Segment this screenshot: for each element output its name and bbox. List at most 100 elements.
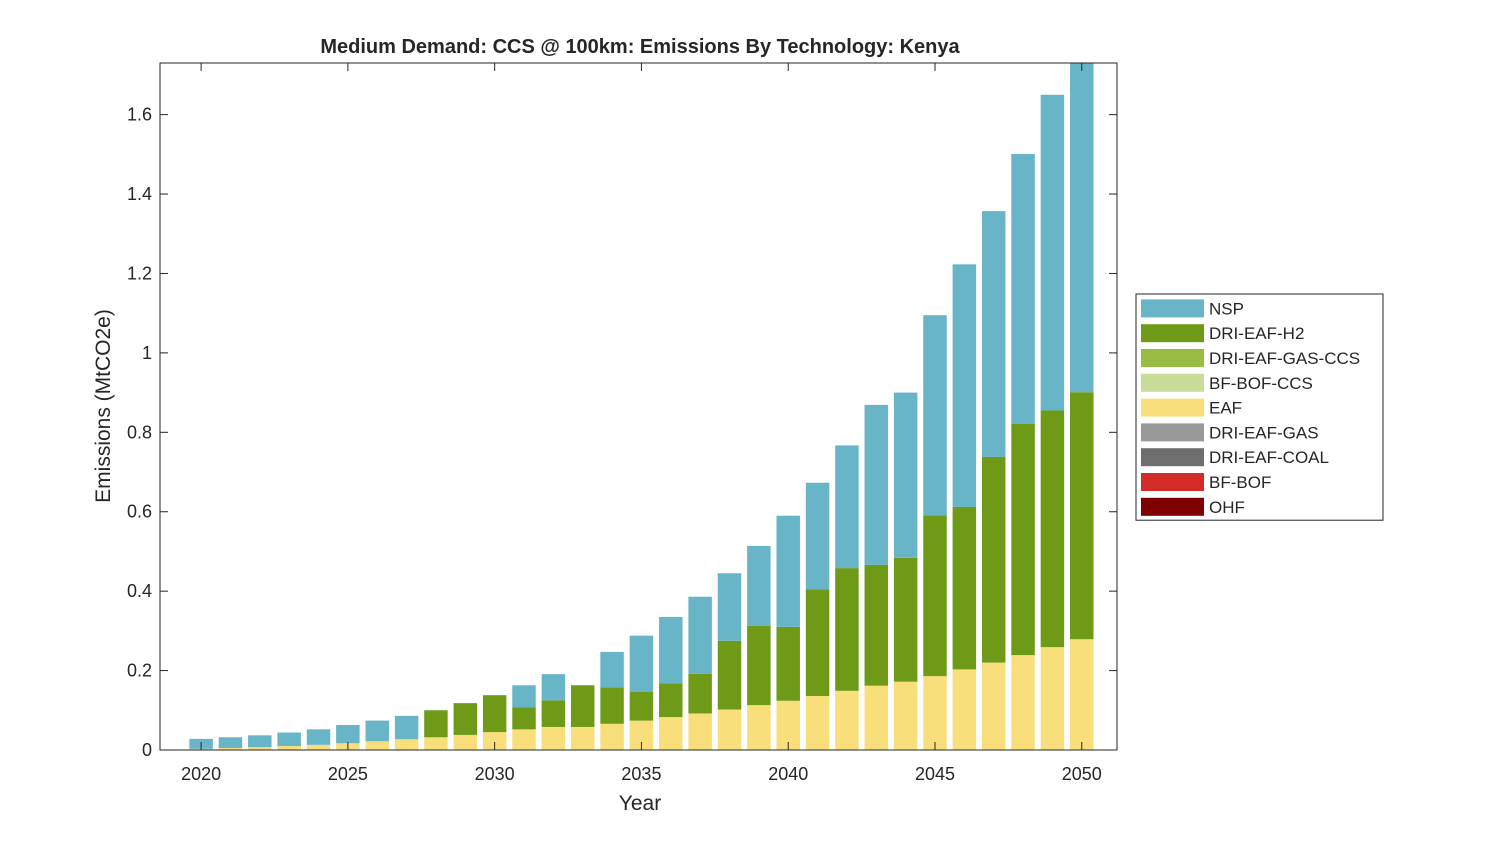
y-tick-label: 0.2	[127, 661, 152, 681]
ticks-layer: 2020 2025 2030 2035 2040 2045 2050 0 0.2 0.4 0.6 0.…	[127, 63, 1117, 784]
bar-eaf-2037	[688, 713, 712, 750]
bar-dri-eaf-h2-2048	[1011, 423, 1035, 656]
y-tick-label: 0.4	[127, 581, 152, 601]
legend-label-nsp: NSP	[1209, 299, 1244, 318]
legend-label-dri-eaf-h2: DRI-EAF-H2	[1209, 324, 1304, 343]
bar-nsp-2038	[717, 573, 742, 641]
bar-eaf-2041	[805, 695, 830, 750]
bar-eaf-2034	[600, 723, 624, 750]
bar-dri-eaf-h2-2043	[864, 564, 889, 686]
bar-dri-eaf-h2-2041	[805, 589, 830, 696]
legend-label-bf-bof-ccs: BF-BOF-CCS	[1209, 374, 1313, 393]
legend: NSP DRI-EAF-H2 DRI-EAF-GAS-CCS BF-BOF-CCS EA…	[1135, 293, 1384, 521]
legend-label-ohf: OHF	[1209, 498, 1245, 517]
bar-eaf-2031	[512, 729, 536, 750]
bar-eaf-2026	[365, 741, 389, 750]
bar-nsp-2045	[923, 315, 947, 516]
bar-dri-eaf-h2-2028	[424, 710, 448, 738]
legend-label-dri-eaf-coal: DRI-EAF-COAL	[1209, 448, 1329, 467]
x-tick-label: 2020	[181, 764, 221, 784]
bar-eaf-2030	[482, 732, 507, 750]
bar-nsp-2050	[1070, 63, 1094, 393]
bar-eaf-2038	[717, 709, 742, 750]
bar-nsp-2032	[541, 674, 566, 701]
bar-nsp-2024	[306, 729, 331, 745]
plot-frame	[159, 62, 1118, 751]
legend-label-bf-bof: BF-BOF	[1209, 473, 1271, 492]
legend-swatch-nsp	[1141, 299, 1204, 318]
bar-dri-eaf-h2-2033	[570, 685, 595, 727]
bar-nsp-2048	[1011, 153, 1035, 424]
legend-swatch-dri-eaf-gas	[1141, 423, 1204, 442]
legend-swatch-dri-eaf-gas-ccs	[1141, 349, 1204, 367]
bar-dri-eaf-h2-2031	[512, 707, 536, 730]
bar-dri-eaf-h2-2035	[629, 692, 654, 721]
bar-nsp-2043	[864, 404, 889, 565]
y-tick-label: 0	[142, 740, 152, 760]
legend-swatch-dri-eaf-h2	[1141, 324, 1204, 343]
y-tick-label: 1	[142, 343, 152, 363]
bar-nsp-2037	[688, 596, 712, 674]
bar-nsp-2023	[277, 732, 301, 747]
bar-eaf-2039	[747, 705, 771, 750]
bar-nsp-2042	[835, 445, 859, 569]
bar-eaf-2028	[424, 737, 448, 750]
x-tick-label: 2035	[621, 764, 661, 784]
legend-swatch-bf-bof	[1141, 473, 1204, 491]
y-tick-label: 1.6	[127, 105, 152, 125]
bars-layer	[189, 63, 1094, 750]
bar-nsp-2047	[981, 211, 1006, 457]
bar-eaf-2022	[248, 747, 272, 750]
bar-nsp-2021	[218, 737, 243, 749]
legend-swatch-eaf	[1141, 398, 1204, 417]
bar-eaf-2029	[453, 734, 478, 750]
bar-dri-eaf-h2-2040	[776, 626, 800, 701]
bar-eaf-2033	[570, 726, 595, 750]
legend-swatch-dri-eaf-coal	[1141, 448, 1204, 467]
bar-nsp-2027	[394, 715, 419, 740]
y-tick-label: 1.4	[127, 184, 152, 204]
bar-eaf-2024	[306, 744, 331, 750]
legend-label-eaf: EAF	[1209, 399, 1242, 418]
bar-dri-eaf-h2-2039	[747, 625, 771, 706]
y-tick-label: 1.2	[127, 263, 152, 283]
bar-eaf-2050	[1070, 639, 1094, 750]
bar-eaf-2023	[277, 746, 301, 750]
bar-nsp-2026	[365, 720, 389, 742]
bar-eaf-2046	[952, 669, 977, 750]
bar-nsp-2046	[952, 264, 977, 507]
bar-dri-eaf-h2-2047	[981, 456, 1006, 663]
x-tick-label: 2050	[1062, 764, 1102, 784]
bar-dri-eaf-h2-2029	[453, 703, 478, 735]
bar-nsp-2044	[893, 392, 918, 558]
bar-nsp-2040	[776, 515, 800, 627]
bar-eaf-2042	[835, 690, 859, 750]
bar-nsp-2034	[600, 651, 624, 688]
y-tick-label: 0.6	[127, 502, 152, 522]
bar-eaf-2047	[981, 662, 1006, 750]
bar-eaf-2035	[629, 720, 654, 750]
bar-nsp-2031	[512, 685, 536, 708]
x-tick-label: 2045	[915, 764, 955, 784]
bar-eaf-2045	[923, 676, 947, 750]
x-tick-label: 2030	[475, 764, 515, 784]
bar-dri-eaf-h2-2049	[1040, 410, 1065, 648]
bar-dri-eaf-h2-2045	[923, 515, 947, 677]
y-tick-label: 0.8	[127, 422, 152, 442]
bar-nsp-2041	[805, 482, 830, 590]
bar-eaf-2049	[1040, 647, 1065, 750]
bar-eaf-2040	[776, 700, 800, 750]
bar-eaf-2032	[541, 726, 566, 750]
bar-nsp-2025	[336, 724, 360, 744]
bar-dri-eaf-h2-2044	[893, 557, 918, 682]
bar-dri-eaf-h2-2038	[717, 640, 742, 710]
bar-nsp-2022	[248, 735, 272, 748]
bar-nsp-2036	[659, 616, 683, 684]
bar-eaf-2036	[659, 717, 683, 750]
bar-eaf-2027	[394, 739, 419, 750]
bar-eaf-2021	[218, 748, 243, 750]
bar-dri-eaf-h2-2036	[659, 683, 683, 718]
x-tick-label: 2025	[328, 764, 368, 784]
